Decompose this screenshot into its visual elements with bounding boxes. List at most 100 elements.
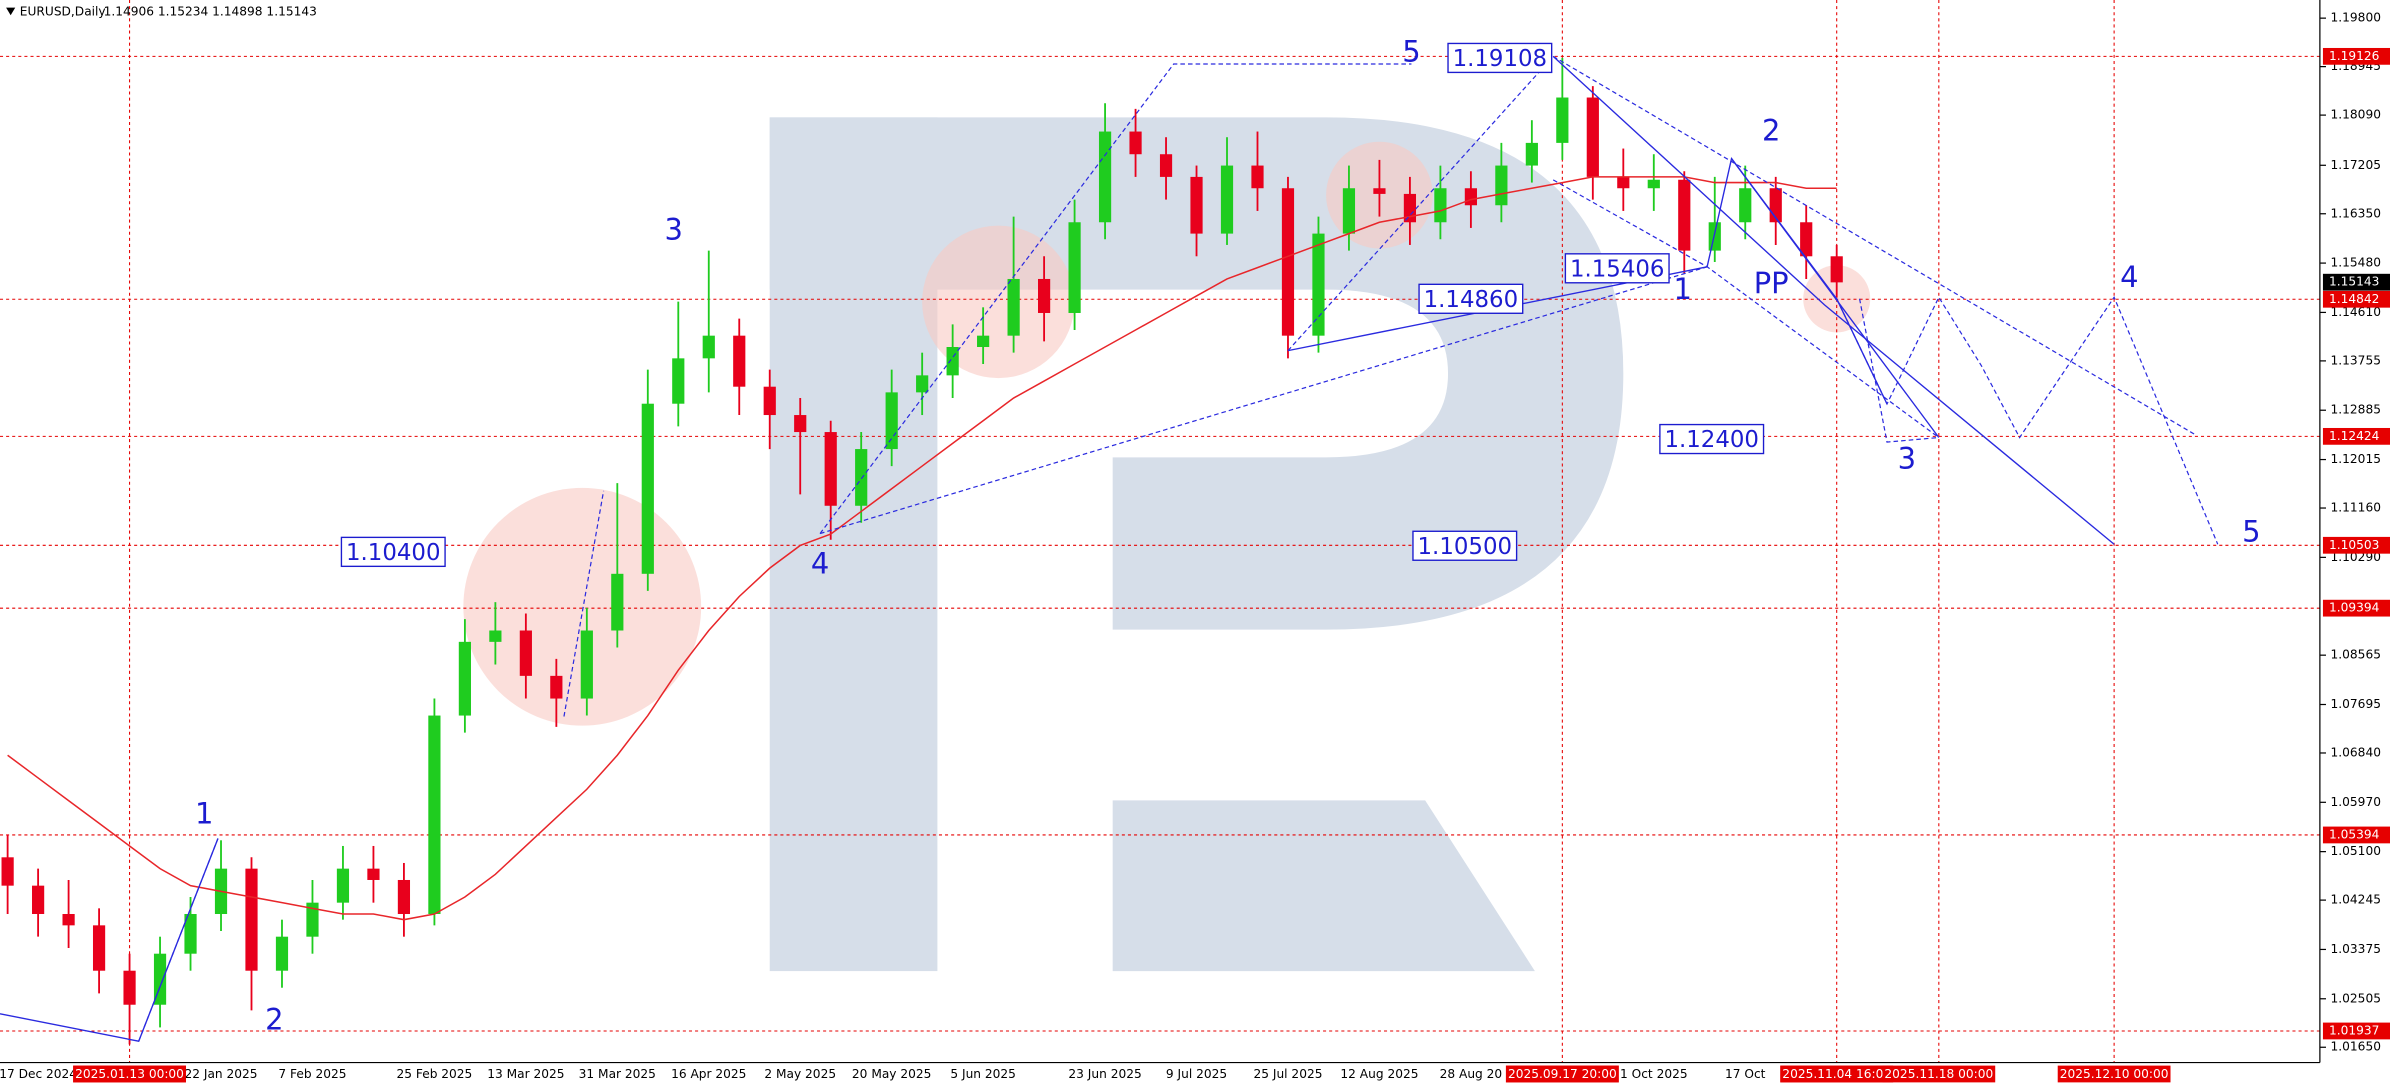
candle-body bbox=[794, 415, 807, 433]
candle-body bbox=[92, 925, 106, 971]
y-tick-label: 1.06840 bbox=[2331, 745, 2381, 759]
forecast-line bbox=[819, 63, 1412, 534]
x-tick-label: 31 Mar 2025 bbox=[579, 1067, 656, 1081]
forecast-line bbox=[563, 490, 605, 717]
level-label: 1.10503 bbox=[2329, 538, 2379, 552]
x-tick-label: 2025.09.17 20:00 bbox=[1508, 1067, 1617, 1081]
logo-leg bbox=[1112, 800, 1535, 972]
forecast-line bbox=[1552, 179, 1940, 439]
candle-body bbox=[367, 868, 380, 880]
candle-body bbox=[1068, 222, 1081, 313]
y-tick-label: 1.02505 bbox=[2331, 991, 2381, 1005]
current-price-tag bbox=[2322, 273, 2390, 291]
y-tick-label: 1.05100 bbox=[2331, 844, 2381, 858]
candle-body bbox=[977, 335, 990, 348]
price-box-label: 1.19108 bbox=[1453, 46, 1548, 72]
level-tag bbox=[2322, 427, 2390, 445]
candle-body bbox=[397, 879, 411, 915]
y-tick-label: 1.03375 bbox=[2331, 942, 2381, 956]
wave-line bbox=[1706, 156, 1888, 405]
x-tick-label: 2 May 2025 bbox=[764, 1067, 836, 1081]
price-box bbox=[1564, 253, 1670, 284]
wave-label: 5 bbox=[2242, 515, 2260, 549]
forecast-line bbox=[138, 838, 219, 1042]
candle-body bbox=[672, 358, 685, 404]
forecast-line bbox=[1552, 55, 2196, 436]
y-tick-label: 1.07695 bbox=[2331, 697, 2381, 711]
x-tick-label: 13 Mar 2025 bbox=[487, 1067, 564, 1081]
time-tag bbox=[2057, 1065, 2171, 1083]
candle-body bbox=[1708, 222, 1721, 251]
level-label: 1.14842 bbox=[2329, 292, 2379, 306]
candle-body bbox=[763, 386, 776, 416]
candle-body bbox=[1434, 188, 1447, 223]
x-tick-label: 9 Jul 2025 bbox=[1166, 1067, 1227, 1081]
forecast-date-label: 2025.11.18 00:00 bbox=[1884, 1067, 1993, 1081]
candle-body bbox=[1373, 188, 1386, 194]
x-tick-label: 17 Dec 2024 bbox=[0, 1067, 77, 1081]
level-label: 1.01937 bbox=[2329, 1023, 2379, 1037]
wave-label: 2 bbox=[1762, 114, 1780, 148]
level-label: 1.05394 bbox=[2329, 827, 2380, 841]
price-box bbox=[340, 536, 446, 568]
moving-average bbox=[7, 176, 1837, 921]
candle-body bbox=[1647, 179, 1660, 189]
time-tag bbox=[1780, 1065, 1894, 1083]
wave-label: 3 bbox=[665, 213, 683, 247]
level-label: 1.12424 bbox=[2329, 429, 2380, 443]
x-tick-label: 22 Jan 2025 bbox=[184, 1067, 257, 1081]
candle-body bbox=[855, 449, 868, 506]
candle-body bbox=[489, 630, 502, 642]
candle-body bbox=[824, 432, 837, 506]
current-price-label: 1.15143 bbox=[2329, 275, 2379, 289]
y-tick-label: 1.01650 bbox=[2331, 1040, 2381, 1054]
price-box bbox=[1412, 530, 1518, 561]
level-label: 1.19126 bbox=[2329, 49, 2379, 63]
candle-body bbox=[1495, 165, 1508, 206]
forecast-line bbox=[1287, 55, 1554, 352]
candle-body bbox=[1, 857, 14, 886]
candle-body bbox=[611, 573, 624, 631]
candle-body bbox=[1830, 256, 1843, 283]
x-tick-label: 17 Oct bbox=[1725, 1067, 1766, 1081]
y-tick-label: 1.04245 bbox=[2331, 893, 2381, 907]
candle-body bbox=[1525, 142, 1538, 166]
price-box bbox=[1418, 283, 1524, 314]
y-tick-label: 1.08565 bbox=[2331, 648, 2381, 662]
ohlc-header: 1.14906 1.15234 1.14898 1.15143 bbox=[104, 5, 317, 19]
x-tick-label: 12 Aug 2025 bbox=[1340, 1067, 1418, 1081]
wave-label: 1 bbox=[195, 797, 213, 831]
candle-body bbox=[1739, 188, 1752, 223]
price-box-label: 1.14860 bbox=[1424, 287, 1519, 313]
candle-body bbox=[641, 403, 654, 574]
menu-triangle bbox=[6, 7, 16, 16]
price-box bbox=[1659, 423, 1765, 455]
forecast-lines bbox=[138, 55, 2219, 1042]
candle-body bbox=[1342, 188, 1356, 234]
time-tag bbox=[73, 1065, 186, 1083]
wave-label: 4 bbox=[811, 547, 829, 581]
candle-body bbox=[62, 914, 75, 926]
y-tick-label: 1.16350 bbox=[2331, 206, 2381, 220]
level-label: 1.09394 bbox=[2329, 601, 2380, 615]
level-tag bbox=[2322, 290, 2390, 308]
candle-body bbox=[702, 335, 715, 359]
y-tick-label: 1.17205 bbox=[2331, 158, 2381, 172]
candle-body bbox=[946, 347, 959, 376]
candle-body bbox=[1190, 176, 1203, 234]
x-tick-label: 7 Feb 2025 bbox=[278, 1067, 346, 1081]
x-tick-label: 25 Feb 2025 bbox=[396, 1067, 472, 1081]
level-tag bbox=[2322, 47, 2390, 65]
level-tag bbox=[2322, 826, 2390, 844]
candle-body bbox=[32, 885, 45, 915]
time-tag bbox=[1505, 1065, 1619, 1083]
candle-body bbox=[275, 936, 289, 971]
price-box-label: 1.10400 bbox=[346, 540, 441, 566]
candle-body bbox=[580, 630, 593, 699]
candle-body bbox=[885, 392, 898, 450]
wave-label: PP bbox=[1754, 266, 1789, 300]
candle-body bbox=[1220, 165, 1234, 234]
x-tick-label: 2025.01.13 00:00 bbox=[75, 1067, 184, 1081]
wave-label: 3 bbox=[1898, 441, 1916, 475]
